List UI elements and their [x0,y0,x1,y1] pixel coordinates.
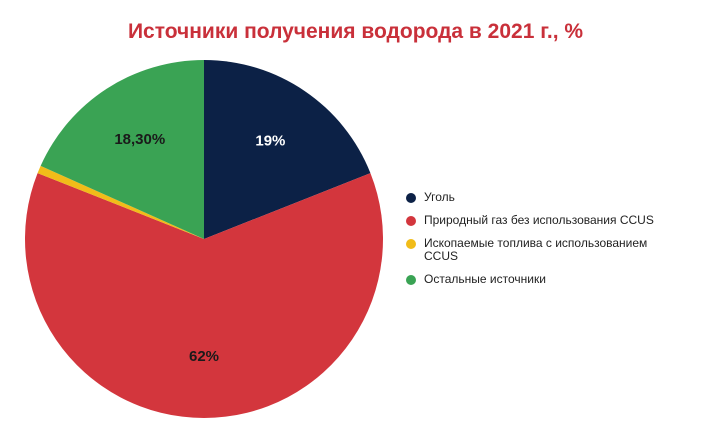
chart-title: Источники получения водорода в 2021 г., … [127,20,584,43]
legend-label: Ископаемые топлива с использованием CCUS [424,236,648,263]
pie-slice [25,173,383,418]
legend-item: Ископаемые топлива с использованием CCUS [406,237,696,263]
legend-swatch [406,193,416,203]
data-label: 19% [255,132,285,149]
legend-item: Остальные источники [406,273,696,286]
legend-swatch [406,216,416,226]
legend-label: Остальные источники [424,272,546,286]
pie-slice [40,60,204,239]
pie-slice [37,165,204,239]
data-label: 18,30% [114,131,165,148]
legend: Уголь Природный газ без использования CC… [406,191,696,296]
legend-label: Уголь [424,190,455,204]
legend-item: Уголь [406,191,696,204]
pie-slice [204,60,371,239]
legend-swatch [406,239,416,249]
legend-item: Природный газ без использования CCUS [406,214,696,227]
legend-label: Природный газ без использования CCUS [424,213,654,227]
data-label: 62% [189,348,219,365]
legend-swatch [406,275,416,285]
